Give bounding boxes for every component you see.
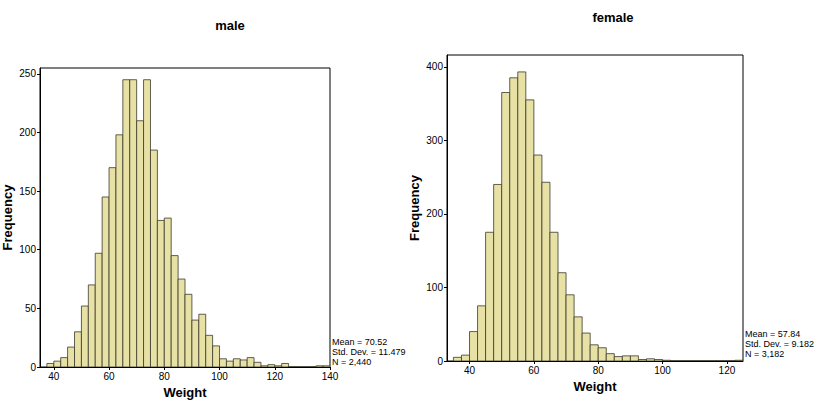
- svg-text:140: 140: [322, 371, 339, 382]
- svg-text:Std. Dev. = 9.182: Std. Dev. = 9.182: [745, 339, 814, 349]
- svg-text:40: 40: [464, 365, 476, 376]
- svg-text:Weight: Weight: [573, 379, 617, 394]
- svg-text:0: 0: [437, 356, 443, 367]
- svg-text:50: 50: [25, 303, 37, 314]
- svg-text:0: 0: [30, 362, 36, 373]
- svg-text:Frequency: Frequency: [407, 174, 422, 241]
- svg-text:100: 100: [211, 371, 228, 382]
- svg-text:male: male: [215, 18, 245, 33]
- svg-text:Std. Dev. = 11.479: Std. Dev. = 11.479: [332, 347, 405, 357]
- svg-text:100: 100: [654, 365, 671, 376]
- svg-text:80: 80: [593, 365, 605, 376]
- svg-text:Mean = 57.84: Mean = 57.84: [745, 329, 800, 339]
- svg-text:60: 60: [103, 371, 115, 382]
- svg-text:120: 120: [719, 365, 736, 376]
- svg-text:300: 300: [426, 135, 443, 146]
- svg-text:female: female: [592, 10, 633, 25]
- svg-text:80: 80: [159, 371, 171, 382]
- svg-text:60: 60: [528, 365, 540, 376]
- svg-text:40: 40: [48, 371, 60, 382]
- svg-text:100: 100: [19, 244, 36, 255]
- svg-text:N = 3,182: N = 3,182: [745, 349, 784, 359]
- svg-text:Weight: Weight: [163, 385, 207, 400]
- svg-text:400: 400: [426, 61, 443, 72]
- svg-text:N = 2,440: N = 2,440: [332, 357, 371, 367]
- svg-text:100: 100: [426, 282, 443, 293]
- svg-text:Frequency: Frequency: [0, 184, 15, 251]
- svg-text:150: 150: [19, 186, 36, 197]
- svg-text:200: 200: [426, 208, 443, 219]
- svg-text:Mean = 70.52: Mean = 70.52: [332, 337, 387, 347]
- svg-text:200: 200: [19, 127, 36, 138]
- svg-text:120: 120: [266, 371, 283, 382]
- svg-text:250: 250: [19, 68, 36, 79]
